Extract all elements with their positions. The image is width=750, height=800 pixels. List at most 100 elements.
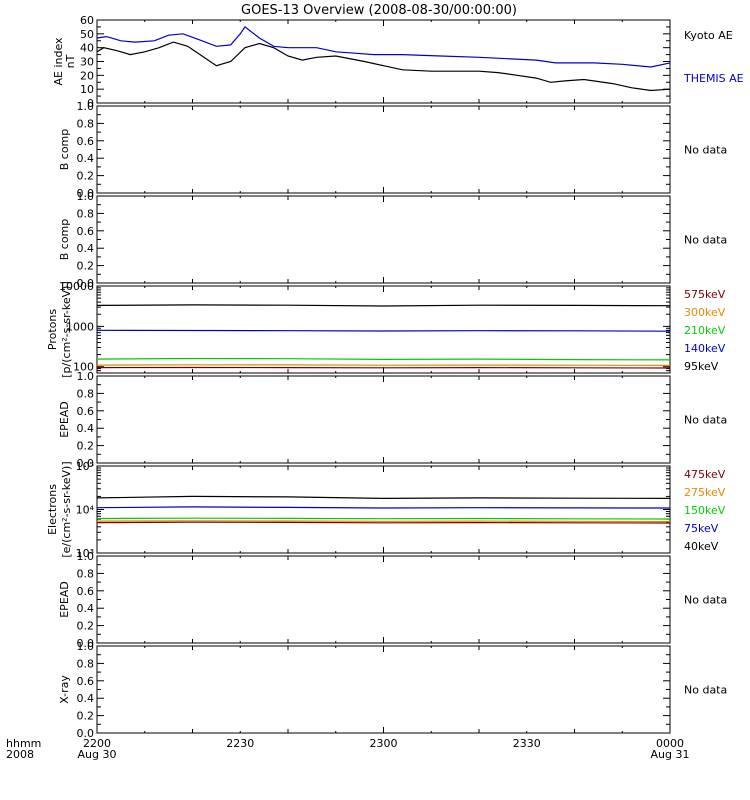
y-tick-label: 0.6 [77, 585, 95, 598]
y-tick-label: 0.2 [77, 620, 95, 633]
panel-4: 100 1000 10000 Protons [p/(cm²-s-sr-keV)] 575… [46, 280, 726, 378]
y-tick-label: 30 [80, 56, 94, 69]
y-tick-label: 0.8 [77, 657, 95, 670]
y-tick-label: 0.4 [77, 152, 95, 165]
series-line-95kev [96, 304, 671, 307]
y-axis-title: Electrons [46, 484, 59, 535]
panel-5: 0.0 0.2 0.4 0.6 0.8 1.0 EPEAD No data [58, 370, 727, 470]
legend-item: Kyoto AE [684, 29, 733, 42]
y-axis-title: EPEAD [58, 581, 71, 618]
y-tick-label: 100 [73, 361, 94, 374]
time-axis-corner-bottom: 2008 [6, 748, 34, 761]
y-axis-title: AE index [52, 37, 65, 86]
series-line-150kev [96, 517, 671, 520]
series-line-kyoto-ae [96, 41, 671, 92]
legend-item: 275keV [684, 486, 726, 499]
no-data-label: No data [684, 594, 727, 607]
panel-6: 10³ 10⁴ 10⁵ Electrons [e/(cm²-s-sr-keV)] 475k… [46, 460, 726, 560]
series-line-575kev [96, 366, 671, 369]
y-tick-label: 0.6 [77, 135, 95, 148]
panel-3: 0.0 0.2 0.4 0.6 0.8 1.0 B comp No data [58, 190, 727, 290]
y-tick-label: 0.2 [77, 440, 95, 453]
y-axis-units: [e/(cm²-s-sr-keV)] [60, 461, 73, 557]
legend-item: 75keV [684, 522, 719, 535]
y-tick-label: 60 [80, 14, 94, 27]
figure-title: GOES-13 Overview (2008-08-30/00:00:00) [241, 3, 517, 18]
y-axis-title: Protons [46, 309, 59, 350]
legend-item: 210keV [684, 324, 726, 337]
y-axis-title: EPEAD [58, 401, 71, 438]
y-tick-label: 0.6 [77, 675, 95, 688]
y-tick-label: 0.0 [77, 187, 95, 200]
time-tick-label: 2330 [513, 737, 541, 750]
no-data-label: No data [684, 414, 727, 427]
y-tick-label: 0.2 [77, 170, 95, 183]
legend-item: 150keV [684, 504, 726, 517]
time-tick-label: 2230 [226, 737, 254, 750]
y-tick-label: 0.8 [77, 567, 95, 580]
series-line-140kev [96, 329, 671, 332]
time-tick-label: 2200 [83, 737, 111, 750]
y-tick-label: 10³ [76, 547, 94, 560]
y-tick-label: 20 [80, 69, 94, 82]
y-tick-label: 10 [80, 83, 94, 96]
y-axis-units: [p/(cm²-s-sr-keV)] [60, 281, 73, 378]
y-tick-label: 1.0 [77, 370, 95, 383]
legend-item: 95keV [684, 360, 719, 373]
y-axis-units: nT [64, 54, 77, 68]
y-tick-label: 0.8 [77, 387, 95, 400]
series-line-75kev [96, 506, 671, 509]
y-axis-title: B comp [58, 129, 71, 171]
panel-2: 0.0 0.2 0.4 0.6 0.8 1.0 B comp No data [58, 100, 727, 200]
y-tick-label: 0.4 [77, 422, 95, 435]
legend-item: 140keV [684, 342, 726, 355]
time-axis-corner-top: hhmm [6, 737, 41, 750]
y-tick-label: 10⁵ [76, 460, 94, 473]
y-tick-label: 1.0 [77, 550, 95, 563]
y-tick-label: 10⁴ [76, 504, 95, 517]
y-axis-title: B comp [58, 219, 71, 261]
time-tick-date: Aug 31 [651, 748, 690, 761]
y-tick-label: 0 [87, 97, 94, 110]
series-line-475kev [96, 521, 671, 524]
y-tick-label: 0.4 [77, 602, 95, 615]
legend-item: 40keV [684, 540, 719, 553]
y-tick-label: 0.2 [77, 260, 95, 273]
panel-7: 0.0 0.2 0.4 0.6 0.8 1.0 EPEAD No data [58, 550, 727, 650]
y-tick-label: 0.8 [77, 207, 95, 220]
time-tick-date: Aug 30 [78, 748, 117, 761]
y-tick-label: 40 [80, 42, 94, 55]
no-data-label: No data [684, 144, 727, 157]
y-tick-label: 0.2 [77, 710, 95, 723]
y-tick-label: 0.8 [77, 117, 95, 130]
y-tick-label: 0.6 [77, 225, 95, 238]
legend-item: 475keV [684, 468, 726, 481]
y-tick-label: 0.0 [77, 457, 95, 470]
y-tick-label: 1000 [66, 320, 94, 333]
y-tick-label: 0.0 [77, 637, 95, 650]
series-line-themis-ae [96, 26, 671, 68]
series-line-210kev [96, 357, 671, 361]
y-axis-title: X-ray [58, 675, 71, 704]
y-tick-label: 0.0 [77, 277, 95, 290]
series-line-300kev [96, 364, 671, 366]
y-tick-label: 50 [80, 28, 94, 41]
series-line-275kev [96, 520, 671, 523]
y-tick-label: 1.0 [77, 100, 95, 113]
y-tick-label: 0.4 [77, 692, 95, 705]
y-tick-label: 1.0 [77, 640, 95, 653]
no-data-label: No data [684, 234, 727, 247]
legend-item: 300keV [684, 306, 726, 319]
panel-8: 0.0 0.2 0.4 0.6 0.8 1.0 X-ray No data [58, 640, 727, 740]
y-tick-label: 0.0 [77, 727, 95, 740]
y-tick-label: 0.6 [77, 405, 95, 418]
legend-item: THEMIS AE [683, 72, 744, 85]
y-tick-label: 10000 [59, 280, 94, 293]
series-line-40kev [96, 495, 671, 500]
time-tick-label: 0000 [656, 737, 684, 750]
time-tick-label: 2300 [370, 737, 398, 750]
